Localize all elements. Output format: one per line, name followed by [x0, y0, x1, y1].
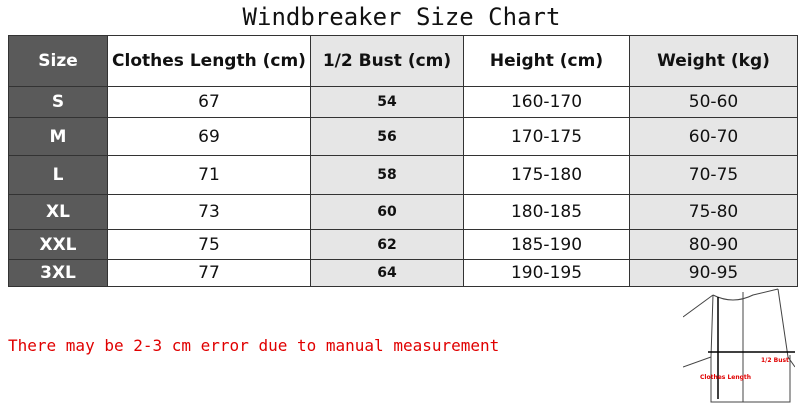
cell-weight: 70-75 [629, 155, 798, 195]
cell-size: XXL [8, 229, 108, 260]
header-row: Size Clothes Length (cm) 1/2 Bust (cm) H… [8, 35, 798, 87]
table-row: M 69 56 170-175 60-70 [8, 117, 798, 156]
cell-bust: 56 [310, 117, 464, 156]
length-label: Clothes Length [700, 374, 751, 381]
table-row: S 67 54 160-170 50-60 [8, 86, 798, 118]
cell-weight: 90-95 [629, 259, 798, 287]
cell-size: S [8, 86, 108, 118]
cell-height: 175-180 [463, 155, 630, 195]
cell-length: 75 [107, 229, 311, 260]
cell-bust: 60 [310, 194, 464, 230]
table-row: XXL 75 62 185-190 80-90 [8, 229, 798, 260]
cell-length: 69 [107, 117, 311, 156]
bust-label: 1/2 Bust [761, 357, 789, 364]
cell-length: 71 [107, 155, 311, 195]
table-row: XL 73 60 180-185 75-80 [8, 194, 798, 230]
cell-length: 77 [107, 259, 311, 287]
cell-length: 73 [107, 194, 311, 230]
header-height: Height (cm) [463, 35, 630, 87]
garment-diagram: 1/2 Bust Clothes Length [683, 288, 795, 403]
cell-bust: 58 [310, 155, 464, 195]
cell-bust: 62 [310, 229, 464, 260]
cell-size: 3XL [8, 259, 108, 287]
cell-weight: 75-80 [629, 194, 798, 230]
chart-title: Windbreaker Size Chart [242, 3, 561, 31]
shirt-outline [683, 288, 795, 368]
cell-size: M [8, 117, 108, 156]
cell-height: 185-190 [463, 229, 630, 260]
cell-height: 160-170 [463, 86, 630, 118]
cell-bust: 64 [310, 259, 464, 287]
cell-size: XL [8, 194, 108, 230]
size-table: Size Clothes Length (cm) 1/2 Bust (cm) H… [8, 35, 798, 287]
cell-height: 180-185 [463, 194, 630, 230]
table-row: 3XL 77 64 190-195 90-95 [8, 259, 798, 287]
cell-bust: 54 [310, 86, 464, 118]
shirt-body [710, 355, 791, 403]
cell-length: 67 [107, 86, 311, 118]
cell-weight: 60-70 [629, 117, 798, 156]
cell-weight: 80-90 [629, 229, 798, 260]
table-row: L 71 58 175-180 70-75 [8, 155, 798, 195]
cell-height: 170-175 [463, 117, 630, 156]
header-length: Clothes Length (cm) [107, 35, 311, 87]
header-bust: 1/2 Bust (cm) [310, 35, 464, 87]
header-weight: Weight (kg) [629, 35, 798, 87]
header-size: Size [8, 35, 108, 87]
measurement-note: There may be 2-3 cm error due to manual … [8, 336, 500, 355]
cell-height: 190-195 [463, 259, 630, 287]
cell-size: L [8, 155, 108, 195]
cell-weight: 50-60 [629, 86, 798, 118]
